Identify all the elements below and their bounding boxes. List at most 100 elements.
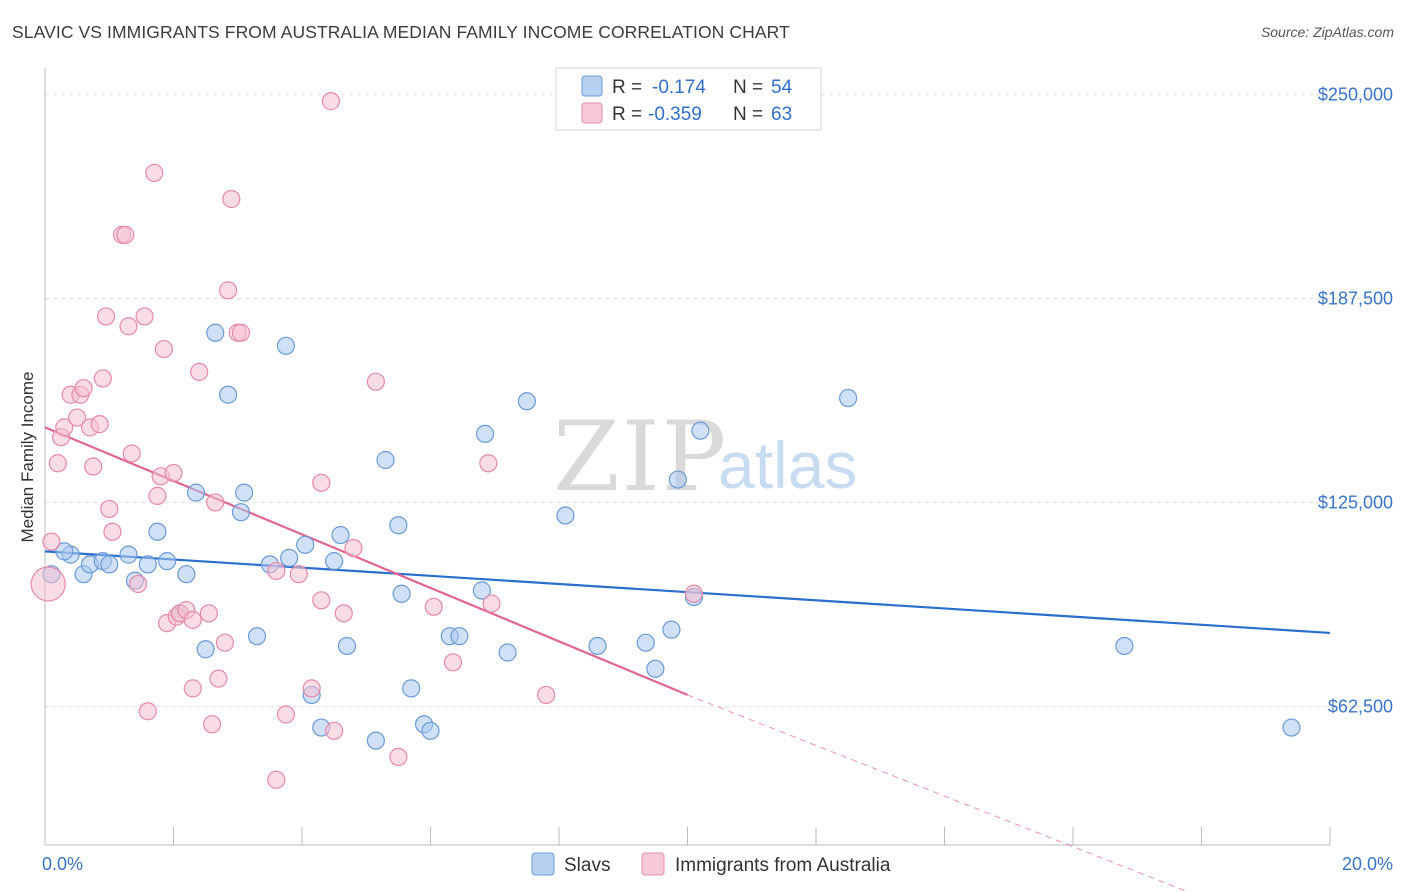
- legend-bottom-label-slavs: Slavs: [564, 855, 610, 876]
- point-australia-5: [68, 408, 87, 427]
- legend-n-value-australia: 63: [771, 104, 792, 125]
- point-australia-50: [325, 721, 344, 740]
- trend-line-australia: [44, 426, 688, 696]
- watermark-atlas: atlas: [718, 428, 857, 502]
- point-slavs-38: [472, 581, 491, 600]
- point-slavs-41: [517, 392, 536, 411]
- point-australia-43: [267, 561, 286, 581]
- point-slavs-49: [691, 421, 710, 440]
- point-slavs-43: [588, 636, 607, 656]
- legend-bottom-label-australia: Immigrants from Australia: [675, 855, 891, 876]
- point-slavs-33: [402, 679, 421, 698]
- point-australia-31: [183, 610, 202, 629]
- point-australia-39: [219, 281, 238, 300]
- point-australia-45: [276, 705, 296, 724]
- point-slavs-37: [450, 627, 469, 646]
- point-australia-18: [122, 444, 141, 463]
- point-slavs-39: [476, 424, 495, 443]
- point-slavs-14: [196, 640, 215, 659]
- point-slavs-51: [1115, 636, 1134, 656]
- point-australia-23: [148, 486, 167, 505]
- point-australia-20: [135, 307, 154, 326]
- point-slavs-31: [389, 516, 408, 535]
- point-australia-11: [93, 369, 112, 388]
- point-slavs-40: [498, 643, 517, 662]
- point-australia-46: [289, 565, 308, 584]
- point-australia-19: [129, 574, 148, 594]
- legend-r-label-slavs: R =: [612, 77, 642, 98]
- point-australia-44: [267, 770, 286, 789]
- legend-n-label-slavs: N =: [733, 77, 763, 98]
- point-australia-52: [344, 538, 363, 558]
- point-australia-22: [145, 163, 164, 182]
- chart-title: SLAVIC VS IMMIGRANTS FROM AUSTRALIA MEDI…: [12, 22, 790, 42]
- point-australia-57: [479, 454, 498, 473]
- grid: [45, 94, 1392, 707]
- point-slavs-32: [392, 584, 411, 603]
- legend-swatch-australia: [581, 102, 603, 124]
- point-slavs-19: [247, 627, 267, 646]
- point-australia-9: [84, 457, 103, 476]
- y-tick-label-0: $62,500: [1328, 696, 1393, 716]
- legend-bottom: Slavs Immigrants from Australia: [531, 852, 891, 876]
- point-slavs-45: [646, 659, 665, 678]
- point-australia-42: [231, 323, 251, 342]
- point-slavs-16: [219, 385, 238, 404]
- x-tick-label-max: 20.0%: [1342, 854, 1393, 874]
- point-slavs-22: [280, 548, 299, 567]
- y-tick-label-2: $187,500: [1318, 288, 1393, 308]
- point-slavs-8: [138, 555, 157, 574]
- y-tick-label-3: $250,000: [1318, 85, 1393, 105]
- point-slavs-5: [100, 555, 119, 574]
- point-slavs-18: [235, 483, 254, 502]
- point-australia-61: [321, 92, 341, 111]
- point-slavs-15: [206, 323, 225, 342]
- legend-bottom-swatch-slavs: [531, 852, 555, 876]
- legend-swatch-slavs: [581, 75, 603, 97]
- point-australia-35: [202, 715, 222, 734]
- point-australia-37: [209, 669, 228, 688]
- point-australia-38: [215, 633, 234, 652]
- legend-r-label-australia: R =: [612, 104, 642, 125]
- point-australia-54: [389, 747, 408, 767]
- point-slavs-13: [186, 483, 206, 502]
- y-axis-title: Median Family Income: [18, 371, 37, 542]
- point-australia-60: [684, 584, 704, 603]
- legend-n-value-slavs: 54: [771, 77, 793, 98]
- point-slavs-29: [366, 731, 385, 750]
- point-slavs-23: [296, 535, 315, 554]
- point-australia-51: [334, 604, 353, 623]
- point-australia-1: [48, 454, 67, 473]
- x-tick-label-min: 0.0%: [42, 854, 83, 874]
- point-slavs-10: [157, 552, 177, 571]
- point-australia-14: [103, 522, 122, 541]
- legend-r-value-australia: -0.359: [648, 104, 702, 125]
- point-australia-13: [100, 499, 119, 519]
- point-australia-33: [190, 362, 209, 382]
- point-australia-36: [206, 493, 225, 512]
- point-australia-3: [55, 418, 74, 437]
- axes: [44, 68, 1331, 846]
- point-slavs-17: [231, 503, 251, 522]
- point-australia-49: [312, 591, 331, 610]
- point-australia-10: [90, 415, 109, 434]
- point-australia-62: [30, 566, 66, 602]
- point-australia-16: [116, 225, 135, 244]
- point-australia-0: [42, 532, 61, 551]
- point-slavs-50: [839, 388, 858, 408]
- point-australia-53: [366, 372, 385, 391]
- point-slavs-35: [421, 721, 440, 740]
- point-slavs-52: [1282, 718, 1301, 737]
- point-slavs-9: [148, 522, 167, 541]
- point-slavs-42: [556, 506, 575, 525]
- tick-labels: $62,500 $125,000 $187,500 $250,000 0.0% 20.0%: [42, 85, 1393, 874]
- data-points: [30, 92, 1301, 789]
- point-slavs-53: [55, 542, 74, 561]
- point-slavs-47: [668, 470, 687, 489]
- point-australia-48: [312, 473, 331, 492]
- point-australia-21: [138, 702, 157, 721]
- point-slavs-26: [325, 552, 344, 571]
- watermark: ZIP atlas: [553, 401, 857, 513]
- legend-top: R = -0.174 N = 54 R = -0.359 N = 63: [555, 67, 822, 131]
- point-slavs-30: [376, 450, 395, 470]
